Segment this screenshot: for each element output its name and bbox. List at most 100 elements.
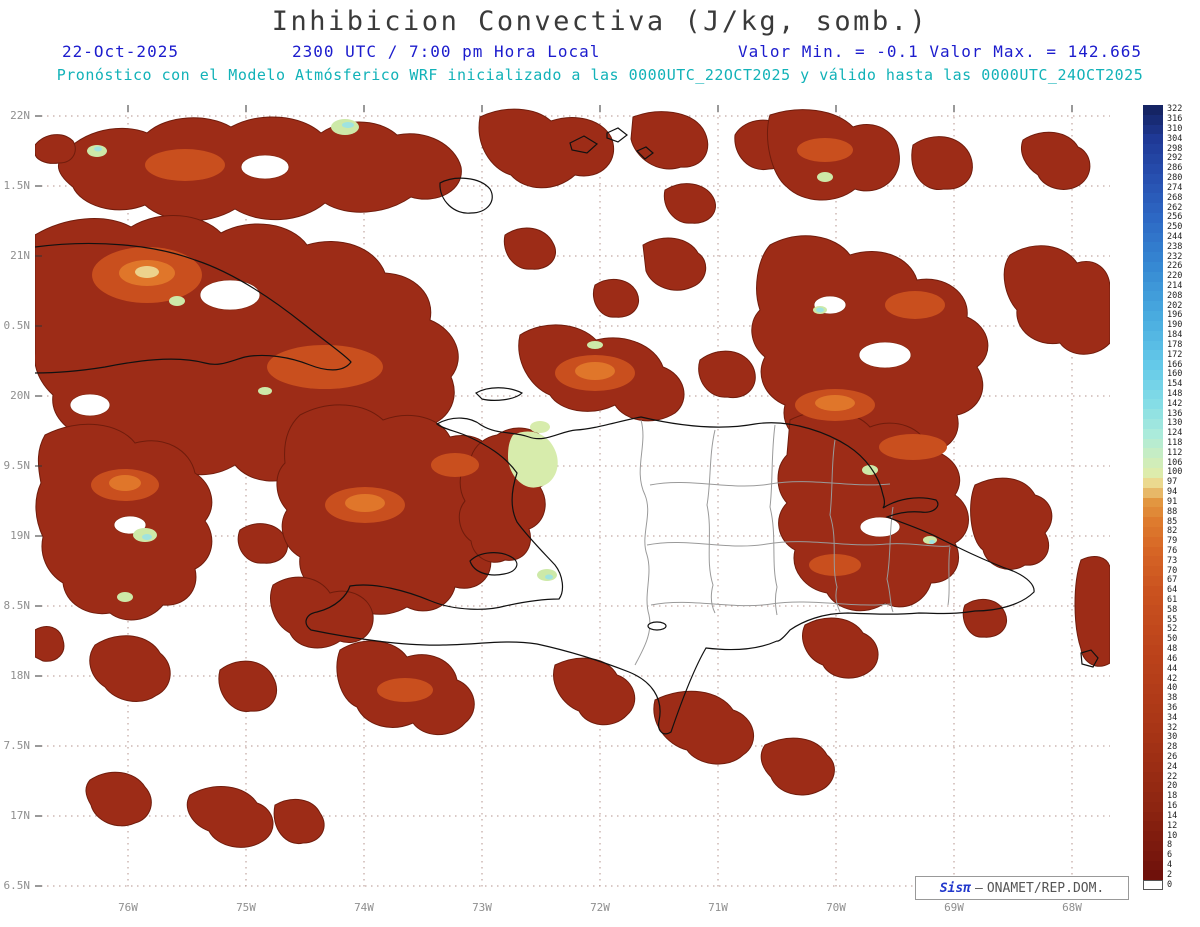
cin-field-blob: [503, 227, 556, 270]
y-axis-label: 9.5N: [3, 459, 31, 472]
colorbar-segment: [1143, 477, 1163, 488]
coastline-tortuga-island: [475, 387, 524, 401]
colorbar-segment: [1143, 301, 1163, 312]
onamet-credit: ONAMET/REP.DOM.: [986, 880, 1105, 896]
colorbar-segment: [1143, 409, 1163, 419]
colorbar-tick-label: 50: [1167, 634, 1178, 645]
colorbar-tick-label: 14: [1167, 810, 1178, 821]
colorbar-segment: [1143, 291, 1163, 302]
colorbar-segment: [1143, 595, 1163, 606]
y-axis-label: 8.5N: [3, 599, 31, 612]
colorbar-tick-label: 304: [1167, 133, 1183, 144]
colorbar-tick-label: 40: [1167, 683, 1178, 694]
cin-field-pale-yellow: [135, 266, 159, 278]
forecast-time: 2300 UTC / 7:00 pm Hora Local: [292, 42, 601, 61]
x-axis-label: 75W: [236, 901, 256, 914]
colorbar-tick-label: 44: [1167, 663, 1178, 674]
colorbar-segment: [1143, 487, 1163, 498]
colorbar-tick-label: 48: [1167, 644, 1178, 655]
colorbar-segment: [1143, 644, 1163, 655]
colorbar-tick-label: 178: [1167, 339, 1183, 350]
colorbar-tick-label: 22: [1167, 771, 1178, 782]
colorbar-tick-label: 0: [1167, 879, 1173, 890]
y-axis-label: 20N: [10, 389, 30, 402]
colorbar-segment: [1143, 458, 1163, 469]
colorbar-segment: [1143, 585, 1163, 596]
border-haiti-dr: [634, 419, 651, 666]
x-axis-label: 71W: [708, 901, 728, 914]
coastline-inagua-island: [439, 177, 493, 214]
colorbar-segment: [1143, 281, 1163, 292]
x-axis-label: 70W: [826, 901, 846, 914]
y-axis-label: 22N: [10, 109, 30, 122]
colorbar-segment: [1143, 811, 1163, 822]
colorbar-segment: [1143, 683, 1163, 694]
forecast-date: 22-Oct-2025: [62, 42, 179, 61]
cin-field-blob: [478, 108, 614, 189]
cin-field-blob: [802, 617, 879, 679]
colorbar-segment: [1143, 625, 1163, 635]
colorbar-tick-label: 61: [1167, 595, 1178, 606]
colorbar-tick-label: 2: [1167, 869, 1173, 880]
colorbar-segment: [1143, 262, 1163, 272]
province-border: [706, 429, 716, 614]
colorbar-segment: [1143, 419, 1163, 429]
colorbar-tick-label: 26: [1167, 752, 1178, 763]
colorbar-segment: [1143, 183, 1163, 194]
colorbar-segment: [1143, 350, 1163, 361]
colorbar-tick-label: 316: [1167, 114, 1183, 125]
cin-field-blob: [35, 626, 65, 662]
cin-field-blob: [1021, 131, 1091, 190]
coastline-gonave-island: [469, 552, 518, 576]
colorbar-tick-label: 280: [1167, 173, 1183, 184]
colorbar-tick-label: 8: [1167, 840, 1173, 851]
colorbar-tick-label: 190: [1167, 320, 1183, 331]
x-axis-label: 74W: [354, 901, 374, 914]
cin-field-blob: [663, 183, 716, 224]
colorbar-segment: [1143, 232, 1163, 243]
colorbar-tick-label: 214: [1167, 281, 1183, 292]
cin-field-blob: [186, 786, 274, 848]
colorbar-tick-label: 310: [1167, 124, 1183, 135]
cin-field-blob: [911, 136, 973, 190]
colorbar-tick-label: 250: [1167, 222, 1183, 233]
colorbar-segment: [1143, 144, 1163, 155]
cin-field-blob: [962, 598, 1007, 638]
colorbar-tick-label: 220: [1167, 271, 1183, 282]
colorbar-tick-label: 148: [1167, 388, 1183, 399]
x-axis-label: 72W: [590, 901, 610, 914]
sispi-brand: Sisπ: [939, 880, 972, 896]
cin-field: [35, 108, 1110, 848]
colorbar-tick-label: 91: [1167, 496, 1178, 507]
colorbar-segment: [1143, 880, 1163, 890]
y-axis-label: 0.5N: [3, 319, 31, 332]
colorbar-segment: [1143, 703, 1163, 714]
colorbar-tick-label: 38: [1167, 693, 1178, 704]
colorbar-tick-label: 70: [1167, 565, 1178, 576]
colorbar: [1143, 105, 1163, 890]
colorbar-tick-label: 154: [1167, 379, 1183, 390]
colorbar-segment: [1143, 399, 1163, 410]
cin-field-blob: [85, 771, 152, 827]
province-border: [649, 481, 891, 487]
coastline-turks-caicos: [606, 127, 628, 143]
colorbar-segment: [1143, 791, 1163, 802]
colorbar-segment: [1143, 320, 1163, 331]
x-axis-label: 76W: [118, 901, 138, 914]
colorbar-segment: [1143, 173, 1163, 184]
cin-field-cyan-specks: [94, 122, 935, 580]
colorbar-segment: [1143, 546, 1163, 557]
colorbar-segment: [1143, 556, 1163, 567]
colorbar-segment: [1143, 212, 1163, 223]
colorbar-tick-label: 42: [1167, 673, 1178, 684]
y-axis-label: 17N: [10, 809, 30, 822]
colorbar-segment: [1143, 850, 1163, 861]
cin-field-blob: [760, 737, 835, 796]
colorbar-segment: [1143, 693, 1163, 704]
colorbar-tick-label: 46: [1167, 653, 1178, 664]
colorbar-segment: [1143, 369, 1163, 380]
x-axis-label: 73W: [472, 901, 492, 914]
colorbar-tick-label: 136: [1167, 408, 1183, 419]
colorbar-tick-label: 64: [1167, 585, 1178, 596]
colorbar-tick-label: 6: [1167, 850, 1173, 861]
